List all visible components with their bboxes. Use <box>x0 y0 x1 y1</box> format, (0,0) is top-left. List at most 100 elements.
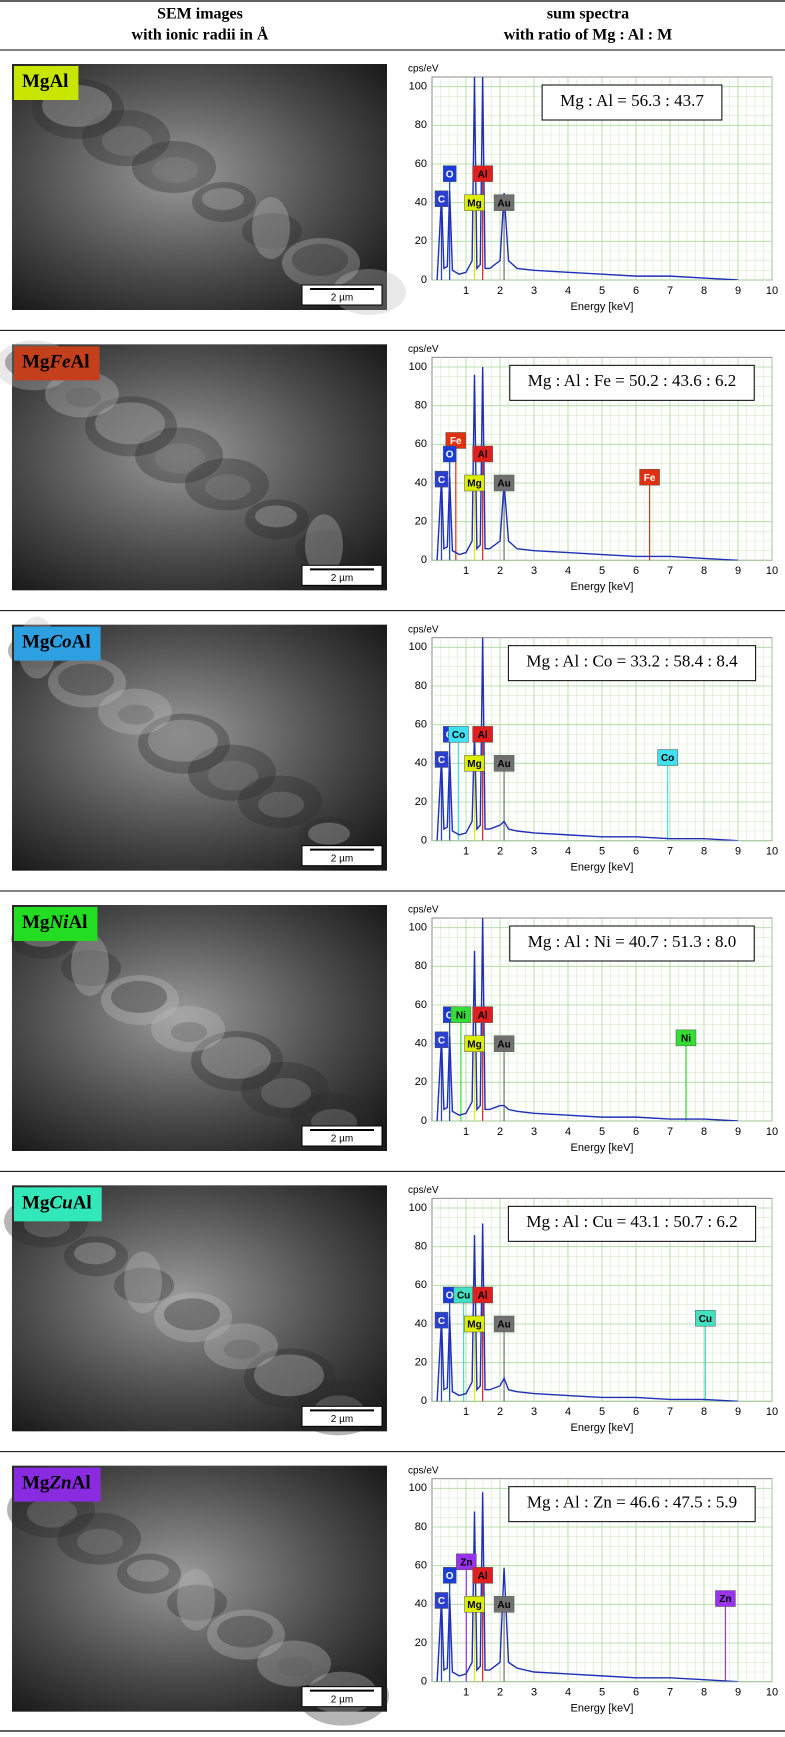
element-label-box <box>472 165 493 182</box>
sem-image <box>12 1465 387 1712</box>
sem-texture <box>48 657 126 708</box>
scale-bar-label: 2 µm <box>331 1414 353 1425</box>
element-label-box <box>464 1596 485 1613</box>
element-label-box <box>442 165 457 182</box>
element-label-box <box>434 1592 449 1609</box>
x-tick-label: 6 <box>633 565 639 577</box>
element-label: Al <box>478 1010 488 1021</box>
sem-texture <box>254 1354 324 1397</box>
element-label: Au <box>497 759 510 770</box>
element-label: C <box>438 755 445 766</box>
label-part: Al <box>71 352 90 373</box>
element-label: Al <box>478 169 488 180</box>
header-text: with ratio of Mg : Al : M <box>504 27 672 44</box>
sem-texture <box>217 1615 273 1648</box>
x-tick-label: 6 <box>633 1687 639 1699</box>
x-tick-label: 9 <box>735 1126 741 1138</box>
element-label-box <box>448 726 469 743</box>
sem-texture <box>61 950 121 986</box>
sample-label: MgAl <box>22 71 68 92</box>
element-label: Au <box>497 198 510 209</box>
label-part: Al <box>73 1193 92 1214</box>
element-label-box <box>434 1031 449 1049</box>
sem-texture <box>124 1251 162 1314</box>
sem-texture <box>117 1553 181 1594</box>
y-tick-label: 0 <box>421 835 427 847</box>
y-tick-label: 0 <box>421 1115 427 1127</box>
y-tick-label: 60 <box>415 1279 427 1291</box>
ratio-box <box>508 1486 756 1523</box>
sem-texture <box>245 499 309 540</box>
element-label-box <box>434 751 449 768</box>
label-part: Zn <box>48 1473 71 1494</box>
y-axis-label: cps/eV <box>408 344 439 355</box>
y-tick-label: 0 <box>421 1676 427 1688</box>
element-label-box <box>715 1590 736 1607</box>
label-part: Al <box>72 1473 91 1494</box>
element-label: Mg <box>467 1039 481 1050</box>
ratio-annotation: Mg : Al : Cu = 43.1 : 50.7 : 6.2 <box>526 1212 737 1231</box>
sem-texture <box>111 981 167 1013</box>
element-label: Al <box>478 1571 488 1582</box>
sample-label: MgFeAl <box>22 352 90 373</box>
y-tick-label: 60 <box>415 438 427 450</box>
label-part: Al <box>68 912 87 933</box>
element-label-box <box>464 194 485 211</box>
element-label-box <box>472 726 493 743</box>
x-tick-label: 4 <box>565 285 571 297</box>
element-label-box <box>434 190 449 208</box>
sem-texture <box>65 387 101 408</box>
x-tick-label: 5 <box>599 1406 605 1418</box>
element-label-box <box>464 755 485 772</box>
x-tick-label: 5 <box>599 846 605 858</box>
element-label: Co <box>661 753 674 764</box>
y-tick-label: 40 <box>415 1598 427 1610</box>
x-tick-label: 2 <box>497 565 503 577</box>
scale-bar-label: 2 µm <box>331 1694 353 1705</box>
sample-label: MgZnAl <box>22 1473 91 1494</box>
sem-texture <box>244 1348 336 1409</box>
x-tick-label: 3 <box>531 285 537 297</box>
sem-image <box>12 1185 387 1432</box>
x-tick-label: 3 <box>531 1687 537 1699</box>
element-label: C <box>438 194 445 205</box>
sem-texture <box>152 157 198 183</box>
y-tick-label: 100 <box>409 81 427 93</box>
label-part: Mg <box>22 1473 50 1494</box>
sem-texture <box>58 663 114 696</box>
y-tick-label: 0 <box>421 1395 427 1407</box>
element-label: Zn <box>460 1557 472 1568</box>
ratio-annotation: Mg : Al : Co = 33.2 : 58.4 : 8.4 <box>526 652 738 671</box>
sem-texture <box>261 1078 311 1108</box>
x-tick-label: 10 <box>766 285 778 297</box>
label-part: Mg <box>22 71 50 92</box>
sem-texture <box>185 458 269 511</box>
x-axis-label: Energy [keV] <box>571 581 634 593</box>
element-label-box <box>493 1315 515 1333</box>
sem-texture <box>57 1512 141 1565</box>
header-text: SEM images <box>157 6 243 23</box>
element-label-box <box>434 1311 449 1329</box>
element-label: Fe <box>450 436 462 447</box>
scale-bar-label: 2 µm <box>331 573 353 584</box>
sem-image <box>12 64 387 310</box>
sem-texture <box>114 1267 174 1304</box>
y-tick-label: 20 <box>415 1357 427 1369</box>
label-part: Mg <box>22 912 50 933</box>
x-tick-label: 10 <box>766 1126 778 1138</box>
x-tick-label: 6 <box>633 1126 639 1138</box>
sample-label: MgCoAl <box>22 632 91 653</box>
sem-texture <box>188 744 276 801</box>
sem-texture <box>118 704 154 725</box>
sample-label-box <box>14 626 101 661</box>
sample-label: MgCuAl <box>22 1193 92 1214</box>
element-label: O <box>446 1010 454 1021</box>
y-tick-label: 100 <box>409 922 427 934</box>
x-axis-label: Energy [keV] <box>571 1422 634 1434</box>
x-tick-label: 3 <box>531 846 537 858</box>
ratio-box <box>507 645 757 682</box>
sem-image <box>12 624 387 871</box>
sem-texture <box>258 791 304 818</box>
y-tick-label: 20 <box>415 796 427 808</box>
x-tick-label: 4 <box>565 1406 571 1418</box>
